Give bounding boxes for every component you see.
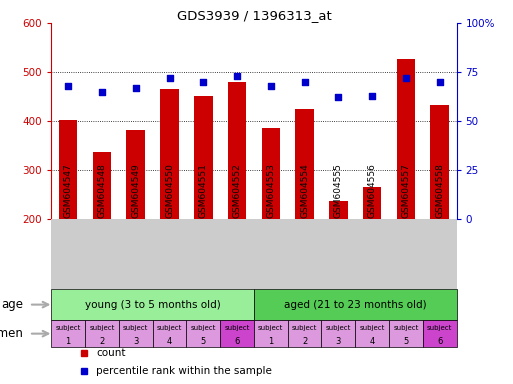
Text: subject: subject <box>123 325 148 331</box>
Text: 4: 4 <box>167 337 172 346</box>
Text: subject: subject <box>258 325 284 331</box>
Point <box>132 84 140 91</box>
Bar <box>220 320 254 347</box>
Bar <box>262 128 280 219</box>
Point <box>334 94 343 101</box>
Text: 3: 3 <box>133 337 139 346</box>
Point <box>199 79 207 85</box>
Bar <box>126 130 145 219</box>
Text: age: age <box>1 298 23 311</box>
Text: 5: 5 <box>403 337 408 346</box>
Bar <box>152 320 186 347</box>
Bar <box>295 109 314 219</box>
Bar <box>329 201 348 219</box>
Bar <box>85 320 119 347</box>
Bar <box>363 187 382 219</box>
Text: subject: subject <box>55 325 81 331</box>
Text: subject: subject <box>224 325 250 331</box>
Point <box>64 83 72 89</box>
Point <box>436 79 444 85</box>
Text: count: count <box>96 348 125 358</box>
Title: GDS3939 / 1396313_at: GDS3939 / 1396313_at <box>176 9 331 22</box>
Bar <box>322 320 355 347</box>
Point <box>98 89 106 95</box>
Text: aged (21 to 23 months old): aged (21 to 23 months old) <box>284 300 427 310</box>
Bar <box>51 320 85 347</box>
Text: subject: subject <box>89 325 114 331</box>
Bar <box>51 289 254 320</box>
Text: subject: subject <box>191 325 216 331</box>
Text: subject: subject <box>157 325 182 331</box>
Text: 4: 4 <box>369 337 375 346</box>
Bar <box>228 82 246 219</box>
Bar <box>59 119 77 219</box>
Bar <box>186 320 220 347</box>
Bar <box>194 96 212 219</box>
Text: 6: 6 <box>437 337 442 346</box>
Text: subject: subject <box>360 325 385 331</box>
Bar <box>430 105 449 219</box>
Text: 3: 3 <box>336 337 341 346</box>
Point <box>301 79 309 85</box>
Text: subject: subject <box>393 325 419 331</box>
Text: percentile rank within the sample: percentile rank within the sample <box>96 366 272 376</box>
Text: 1: 1 <box>66 337 71 346</box>
Bar <box>397 59 415 219</box>
Text: 5: 5 <box>201 337 206 346</box>
Bar <box>254 289 457 320</box>
Point <box>402 75 410 81</box>
Point <box>368 93 376 99</box>
Text: subject: subject <box>326 325 351 331</box>
Point <box>267 83 275 89</box>
Text: subject: subject <box>427 325 452 331</box>
Point <box>233 73 241 79</box>
Text: 1: 1 <box>268 337 273 346</box>
Bar <box>423 320 457 347</box>
Bar <box>389 320 423 347</box>
Bar <box>160 89 179 219</box>
Text: 6: 6 <box>234 337 240 346</box>
Text: young (3 to 5 months old): young (3 to 5 months old) <box>85 300 221 310</box>
Bar <box>119 320 153 347</box>
Text: subject: subject <box>292 325 317 331</box>
Text: 2: 2 <box>100 337 105 346</box>
Text: 2: 2 <box>302 337 307 346</box>
Bar <box>254 320 288 347</box>
Bar <box>355 320 389 347</box>
Bar <box>288 320 322 347</box>
Point <box>165 75 173 81</box>
Text: specimen: specimen <box>0 327 23 340</box>
Bar <box>93 152 111 219</box>
